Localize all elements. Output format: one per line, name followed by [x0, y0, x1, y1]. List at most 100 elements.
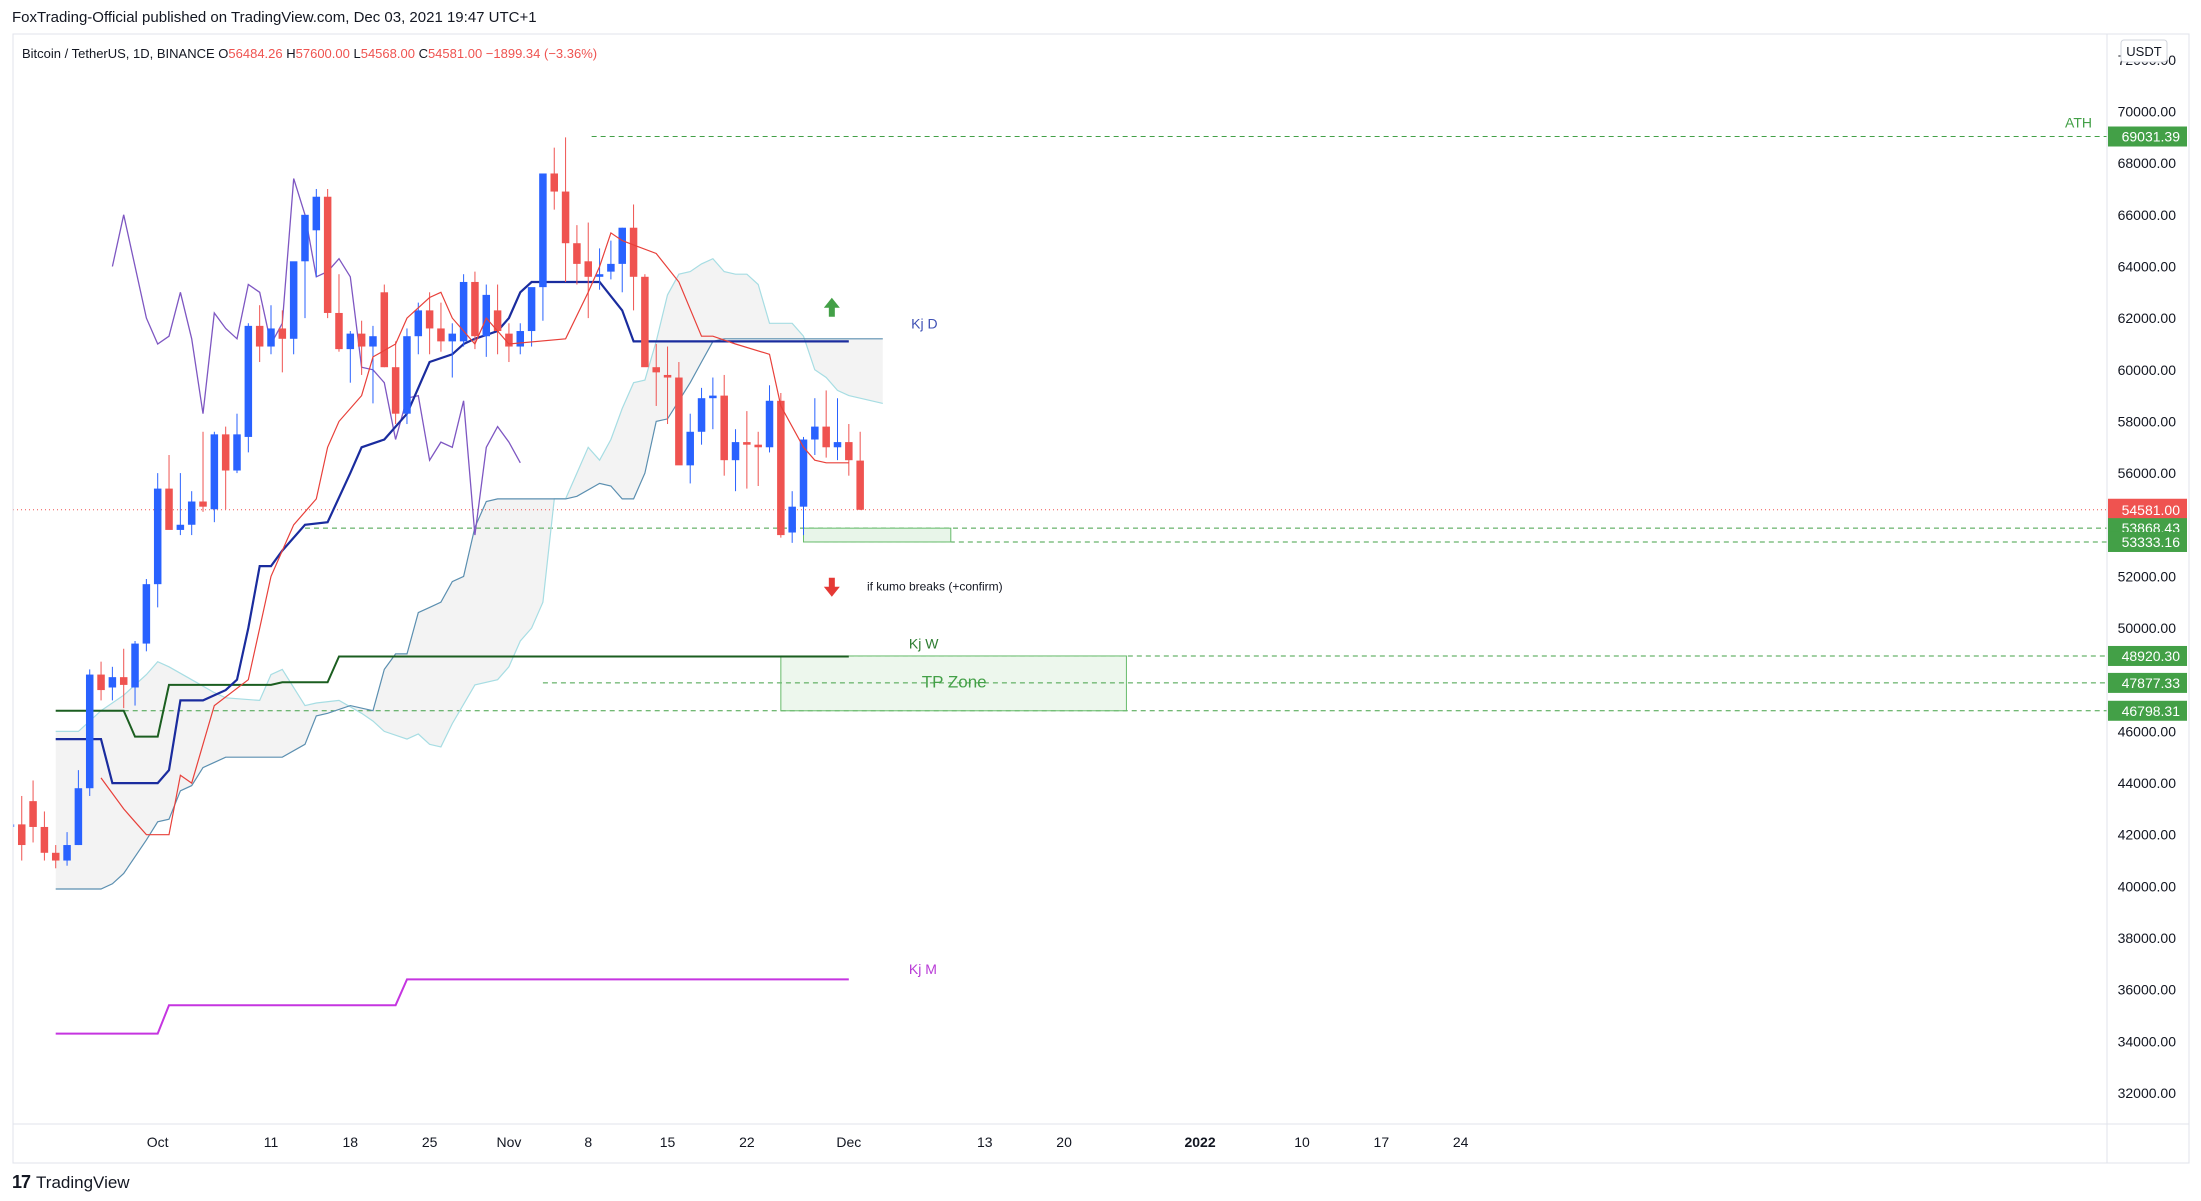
x-tick-label: 25 — [422, 1134, 438, 1150]
candle — [743, 411, 751, 489]
tp-mid-price-badge-bg — [2108, 672, 2187, 693]
candle — [255, 305, 264, 363]
candle — [607, 240, 615, 280]
candle-body — [720, 395, 728, 461]
candle — [482, 284, 491, 357]
candle-body — [516, 331, 525, 347]
candle — [187, 491, 196, 536]
candle-body — [493, 310, 502, 332]
candle — [97, 661, 105, 701]
kjw-price-badge-bg — [2108, 645, 2187, 666]
candle-body — [573, 243, 581, 264]
candle-body — [165, 488, 173, 530]
candle-body — [176, 524, 185, 530]
candle — [74, 770, 83, 846]
x-tick-label: 13 — [977, 1134, 993, 1150]
candle — [119, 648, 128, 709]
candle-body — [833, 442, 842, 448]
x-tick-label: 22 — [739, 1134, 755, 1150]
candle-body — [199, 501, 207, 507]
candle-body — [153, 488, 162, 585]
candle — [51, 845, 60, 869]
time-axis-frame — [12, 1123, 2190, 1164]
candle-body — [437, 328, 445, 342]
symbol-info-line: Bitcoin / TetherUS, 1D, BINANCE O56484.2… — [22, 46, 597, 61]
symbol-info-part: −1899.34 (−3.36%) — [486, 46, 597, 61]
candle — [142, 579, 151, 652]
kumo-break-note: if kumo breaks (+confirm) — [867, 580, 1003, 594]
y-tick-label: 62000.00 — [2118, 310, 2177, 326]
candle — [267, 305, 275, 355]
candle — [493, 284, 502, 355]
ath-label: ATH — [2065, 115, 2092, 131]
candle — [244, 323, 253, 453]
candle-body — [697, 398, 706, 432]
candle — [663, 346, 672, 425]
kj-d-label: Kj D — [911, 315, 937, 331]
kjw-price-badge: 48920.30 — [2122, 648, 2181, 664]
candle-body — [448, 333, 457, 342]
candle — [505, 323, 513, 363]
candle-body — [74, 788, 83, 846]
candle — [335, 274, 343, 352]
symbol-info-part: L — [353, 46, 360, 61]
kijun-daily-line — [55, 280, 849, 785]
candle-body — [187, 501, 196, 525]
candle-body — [618, 227, 626, 264]
candle — [131, 640, 139, 706]
tp-zone-box — [780, 655, 1127, 712]
candle-body — [221, 434, 230, 471]
currency-box — [2120, 39, 2168, 63]
candle — [709, 377, 717, 430]
x-tick-label: 8 — [584, 1134, 592, 1150]
symbol-info-part: 57600.00 — [296, 46, 354, 61]
candle — [777, 393, 785, 538]
candle — [63, 832, 71, 866]
y-tick-label: 46000.00 — [2118, 723, 2177, 739]
candle — [811, 398, 819, 456]
candle — [856, 431, 864, 511]
candle — [425, 292, 434, 355]
candle — [346, 331, 355, 383]
tp-low-price-badge-bg — [2108, 700, 2187, 721]
symbol-info-part: 54568.00 — [361, 46, 419, 61]
y-tick-label: 68000.00 — [2118, 155, 2177, 171]
candle-body — [505, 333, 513, 347]
candle-body — [663, 374, 672, 378]
ath-price-badge-bg — [2108, 126, 2187, 147]
candle — [391, 341, 400, 425]
candle-body — [403, 336, 411, 414]
candle-body — [641, 276, 649, 368]
candle — [629, 204, 638, 311]
candle — [618, 227, 626, 293]
candle-body — [584, 261, 592, 277]
candle — [845, 424, 853, 476]
candle — [153, 473, 162, 608]
candle-body — [777, 400, 785, 536]
kijun-weekly-line — [55, 655, 849, 738]
candle — [301, 214, 309, 319]
x-tick-label: 18 — [343, 1134, 359, 1150]
candle-body — [97, 674, 105, 691]
candle — [165, 455, 173, 530]
candle-body — [527, 287, 536, 332]
candle — [233, 413, 241, 474]
candle-body — [743, 442, 751, 445]
y-tick-label: 34000.00 — [2118, 1033, 2177, 1049]
candle-body — [29, 801, 37, 827]
candle-body — [13, 824, 15, 827]
candle-body — [629, 227, 638, 277]
candle-body — [788, 506, 796, 533]
candle — [85, 669, 94, 796]
y-tick-label: 50000.00 — [2118, 620, 2177, 636]
candle — [652, 343, 660, 406]
candle-body — [142, 584, 151, 644]
candle-body — [357, 333, 366, 347]
y-tick-label: 70000.00 — [2118, 103, 2177, 119]
plot-layer: if kumo breaks (+confirm) Kj D Kj W Kj M TP … — [13, 115, 2107, 1035]
tradingview-logo-icon[interactable]: 17 — [12, 1172, 31, 1192]
candle-body — [335, 312, 343, 350]
x-tick-label: 11 — [264, 1134, 279, 1150]
support2-price-badge-bg — [2108, 531, 2187, 552]
